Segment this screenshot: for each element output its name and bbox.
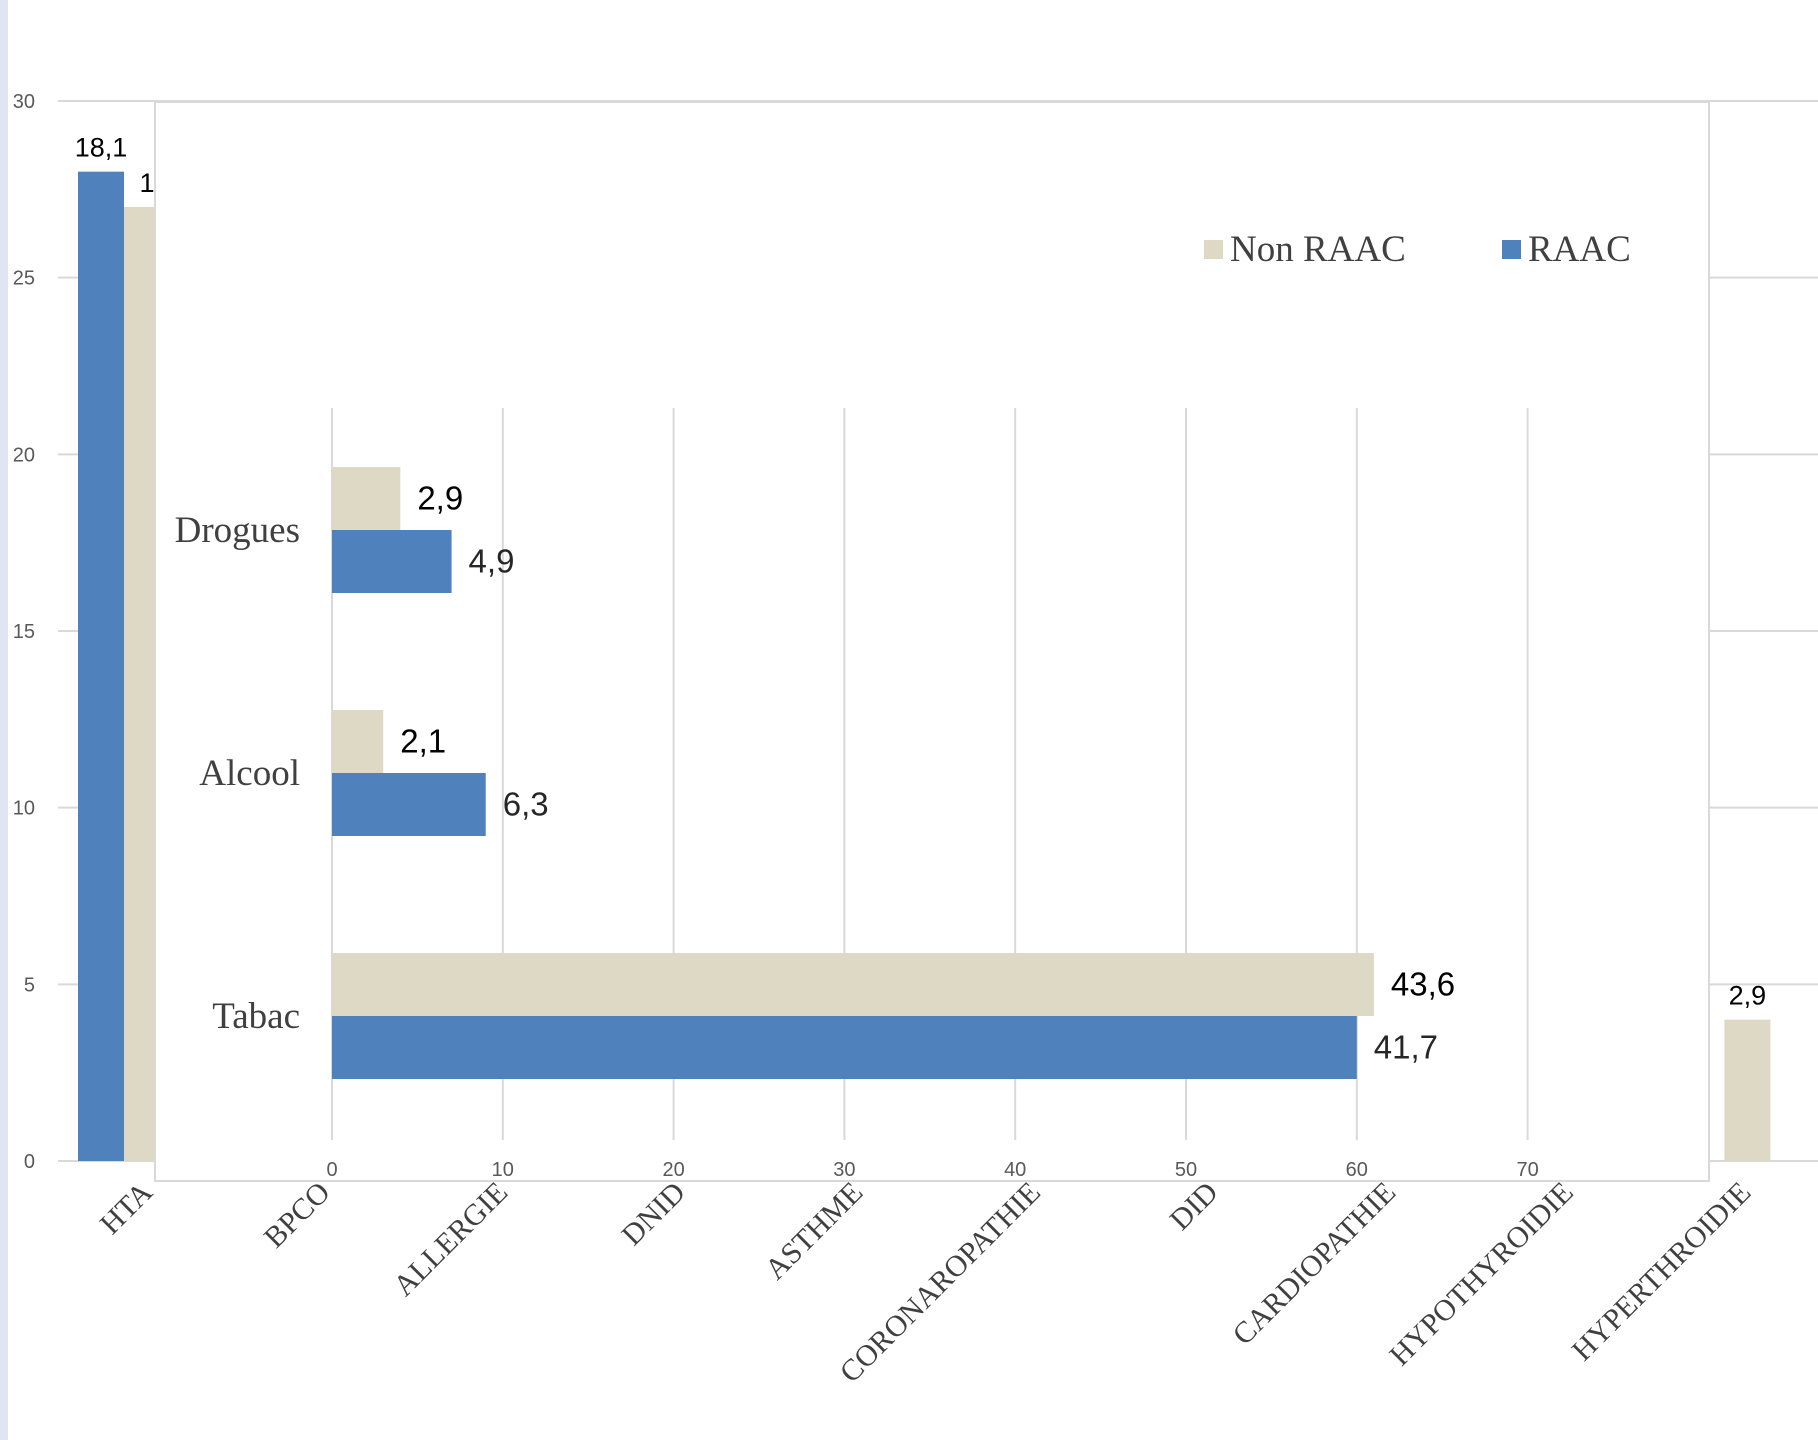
x-tick-label: 20 [662, 1159, 684, 1181]
bar-non-raac [332, 467, 401, 530]
data-label: 2,1 [400, 723, 446, 760]
x-tick-label: 0 [326, 1159, 337, 1181]
y-tick-label: 10 [13, 798, 35, 820]
y-category-label: Alcool [199, 753, 300, 794]
x-tick-label: 70 [1516, 1159, 1538, 1181]
y-tick-label: 0 [24, 1151, 35, 1173]
bar-raac [332, 1016, 1357, 1079]
data-label: 41,7 [1374, 1029, 1438, 1066]
y-tick-label: 15 [13, 621, 35, 643]
data-label: 18,1 [75, 133, 128, 163]
x-tick-label: 50 [1175, 1159, 1197, 1181]
bar-non-raac [1724, 1019, 1771, 1161]
legend-label: Non RAAC [1230, 229, 1406, 270]
data-label: 2,9 [1729, 981, 1767, 1011]
data-label: 6,3 [503, 786, 549, 823]
bar-non-raac [332, 953, 1374, 1016]
x-tick-label: 10 [492, 1159, 514, 1181]
legend-swatch [1502, 240, 1521, 259]
y-tick-label: 30 [13, 91, 35, 113]
x-tick-label: 40 [1004, 1159, 1026, 1181]
x-tick-label: 30 [833, 1159, 855, 1181]
y-category-label: Tabac [212, 996, 300, 1037]
y-tick-label: 20 [13, 444, 35, 466]
bar-non-raac [332, 710, 384, 773]
y-category-label: Drogues [175, 510, 300, 551]
left-edge-strip [0, 0, 8, 1440]
data-label: 2,9 [417, 480, 463, 517]
bar-raac [332, 530, 452, 593]
x-tick-label: 60 [1346, 1159, 1368, 1181]
data-label: 1 [139, 168, 154, 198]
data-label: 43,6 [1391, 966, 1455, 1003]
bar-raac [332, 773, 486, 836]
data-label: 4,9 [469, 543, 515, 580]
legend-label: RAAC [1528, 229, 1631, 270]
legend-swatch [1204, 240, 1223, 259]
y-tick-label: 25 [13, 268, 35, 290]
bar-raac [78, 171, 124, 1161]
y-tick-label: 5 [24, 974, 35, 996]
